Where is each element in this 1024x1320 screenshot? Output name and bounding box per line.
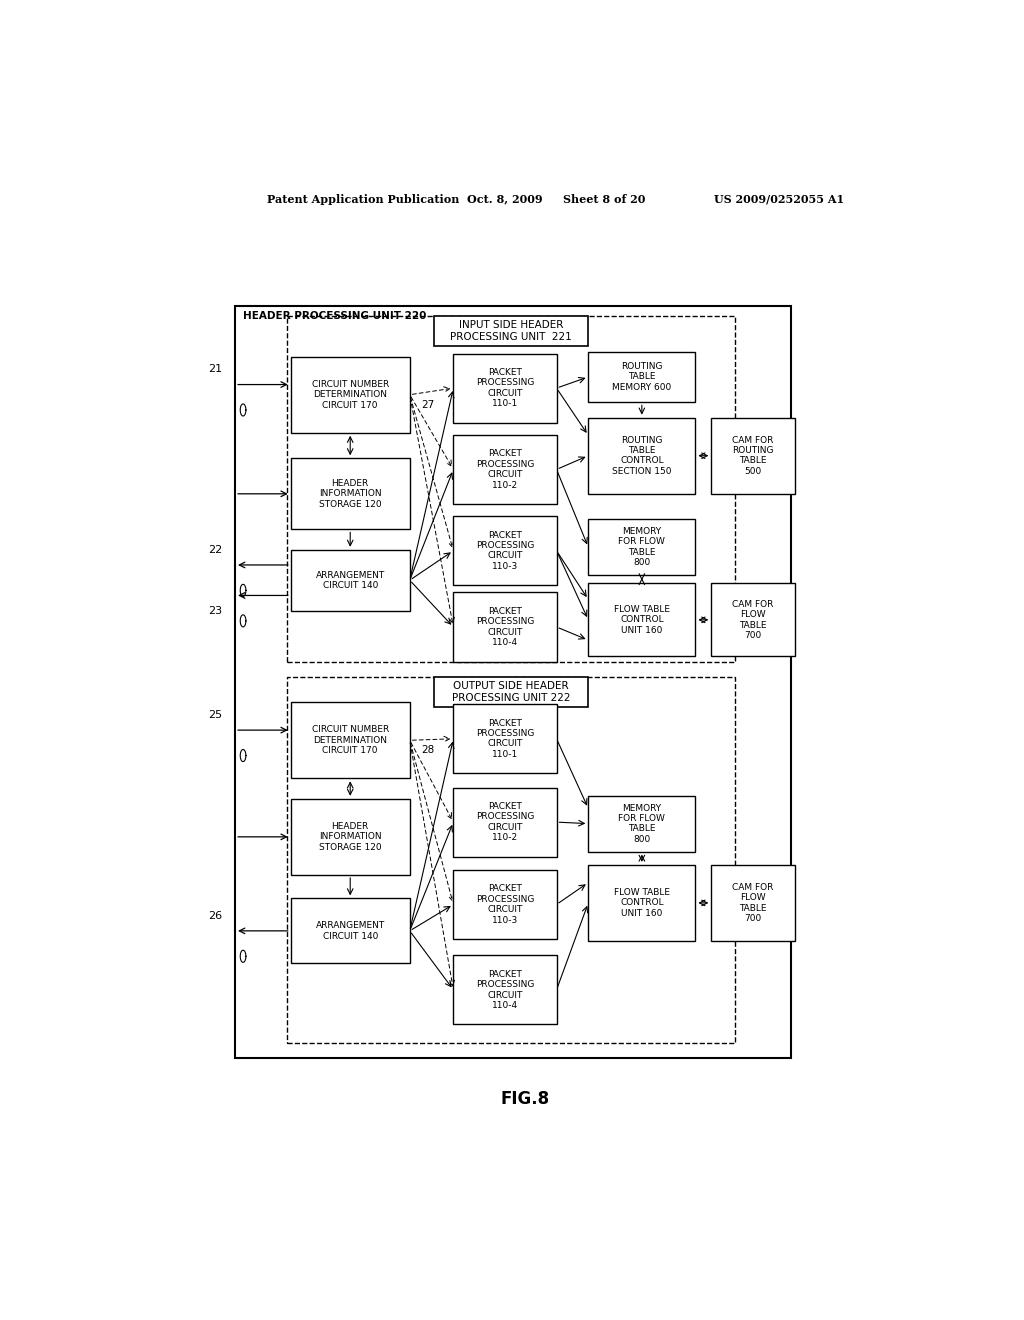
Bar [433,315,588,346]
Bar [712,865,795,941]
Bar [588,417,695,494]
Bar [454,593,557,661]
Text: 21: 21 [208,364,222,375]
Text: ROUTING
TABLE
MEMORY 600: ROUTING TABLE MEMORY 600 [612,362,672,392]
Bar [454,870,557,939]
Text: 23: 23 [208,606,222,615]
Text: CAM FOR
FLOW
TABLE
700: CAM FOR FLOW TABLE 700 [732,599,774,640]
Text: PACKET
PROCESSING
CIRCUIT
110-1: PACKET PROCESSING CIRCUIT 110-1 [476,368,535,408]
Text: ARRANGEMENT
CIRCUIT 140: ARRANGEMENT CIRCUIT 140 [315,570,385,590]
Bar [454,354,557,422]
Bar [454,956,557,1024]
Text: PACKET
PROCESSING
CIRCUIT
110-4: PACKET PROCESSING CIRCUIT 110-4 [476,970,535,1010]
Text: 28: 28 [422,746,435,755]
Bar [454,434,557,504]
Text: INPUT SIDE HEADER
PROCESSING UNIT  221: INPUT SIDE HEADER PROCESSING UNIT 221 [450,321,571,342]
Bar [291,458,410,529]
Bar [287,315,735,661]
Text: CAM FOR
ROUTING
TABLE
500: CAM FOR ROUTING TABLE 500 [732,436,774,475]
Text: 22: 22 [208,545,222,554]
Bar [291,702,410,779]
Bar [291,799,410,875]
Text: PACKET
PROCESSING
CIRCUIT
110-4: PACKET PROCESSING CIRCUIT 110-4 [476,607,535,647]
Bar [588,865,695,941]
Text: Oct. 8, 2009: Oct. 8, 2009 [467,194,543,205]
Text: PACKET
PROCESSING
CIRCUIT
110-1: PACKET PROCESSING CIRCUIT 110-1 [476,718,535,759]
Text: CIRCUIT NUMBER
DETERMINATION
CIRCUIT 170: CIRCUIT NUMBER DETERMINATION CIRCUIT 170 [311,380,389,409]
Text: Sheet 8 of 20: Sheet 8 of 20 [563,194,645,205]
Bar [588,351,695,403]
Text: 27: 27 [422,400,435,411]
Bar [291,356,410,433]
Text: FIG.8: FIG.8 [501,1089,549,1107]
Text: PACKET
PROCESSING
CIRCUIT
110-3: PACKET PROCESSING CIRCUIT 110-3 [476,531,535,570]
Text: HEADER
INFORMATION
STORAGE 120: HEADER INFORMATION STORAGE 120 [318,479,382,508]
Text: PACKET
PROCESSING
CIRCUIT
110-2: PACKET PROCESSING CIRCUIT 110-2 [476,803,535,842]
Text: HEADER PROCESSING UNIT 220: HEADER PROCESSING UNIT 220 [243,312,426,321]
Text: OUTPUT SIDE HEADER
PROCESSING UNIT 222: OUTPUT SIDE HEADER PROCESSING UNIT 222 [452,681,570,702]
Bar [454,788,557,857]
Text: PACKET
PROCESSING
CIRCUIT
110-2: PACKET PROCESSING CIRCUIT 110-2 [476,449,535,490]
Text: CIRCUIT NUMBER
DETERMINATION
CIRCUIT 170: CIRCUIT NUMBER DETERMINATION CIRCUIT 170 [311,726,389,755]
Bar [588,519,695,576]
Text: MEMORY
FOR FLOW
TABLE
800: MEMORY FOR FLOW TABLE 800 [618,527,666,568]
Text: MEMORY
FOR FLOW
TABLE
800: MEMORY FOR FLOW TABLE 800 [618,804,666,843]
Bar [588,583,695,656]
Bar [291,549,410,611]
Text: ARRANGEMENT
CIRCUIT 140: ARRANGEMENT CIRCUIT 140 [315,921,385,941]
Text: PACKET
PROCESSING
CIRCUIT
110-3: PACKET PROCESSING CIRCUIT 110-3 [476,884,535,924]
Text: ROUTING
TABLE
CONTROL
SECTION 150: ROUTING TABLE CONTROL SECTION 150 [612,436,672,475]
Bar [433,677,588,708]
Text: US 2009/0252055 A1: US 2009/0252055 A1 [714,194,844,205]
Bar [712,583,795,656]
Bar [454,516,557,585]
Bar [287,677,735,1043]
Text: CAM FOR
FLOW
TABLE
700: CAM FOR FLOW TABLE 700 [732,883,774,923]
Bar [291,899,410,964]
Bar [588,796,695,851]
Text: HEADER
INFORMATION
STORAGE 120: HEADER INFORMATION STORAGE 120 [318,822,382,851]
Text: FLOW TABLE
CONTROL
UNIT 160: FLOW TABLE CONTROL UNIT 160 [613,888,670,917]
Text: 26: 26 [208,911,222,920]
Text: Patent Application Publication: Patent Application Publication [267,194,459,205]
Bar [712,417,795,494]
Bar [236,306,791,1057]
Text: FLOW TABLE
CONTROL
UNIT 160: FLOW TABLE CONTROL UNIT 160 [613,605,670,635]
Bar [454,704,557,774]
Text: 25: 25 [208,710,222,719]
